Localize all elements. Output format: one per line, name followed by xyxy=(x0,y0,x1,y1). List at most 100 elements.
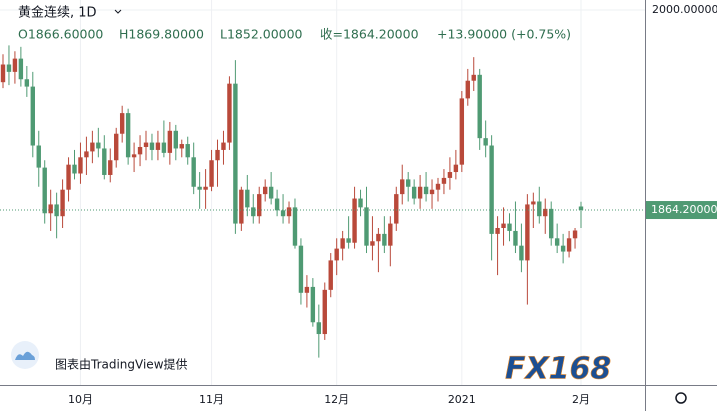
grid xyxy=(0,0,645,385)
dropdown-icon[interactable] xyxy=(114,9,122,14)
candle-body xyxy=(417,186,423,199)
candle-body xyxy=(209,160,214,187)
candle-body xyxy=(435,183,441,190)
candle-body xyxy=(304,286,310,293)
candle-body xyxy=(465,80,470,99)
candle-body xyxy=(566,238,572,252)
candle-body xyxy=(245,189,250,208)
candle-body xyxy=(495,227,500,234)
candle-body xyxy=(161,142,167,153)
candle-body xyxy=(453,164,459,173)
candle-body xyxy=(578,206,584,211)
candle-body xyxy=(471,74,476,81)
candle-body xyxy=(48,204,53,214)
candle-body xyxy=(572,230,578,239)
candle-body xyxy=(167,130,173,153)
candle-body xyxy=(346,238,351,243)
candle-body xyxy=(525,204,530,261)
candle-body xyxy=(6,64,12,72)
candle-body xyxy=(322,289,327,335)
candle-body xyxy=(42,167,47,214)
candle-body xyxy=(423,186,429,195)
candle-body xyxy=(388,223,393,246)
candle-body xyxy=(274,198,280,211)
candle-body xyxy=(0,64,6,83)
low-value: L1852.00000 xyxy=(220,27,303,42)
candle-body xyxy=(66,164,71,190)
candle-body xyxy=(119,113,125,134)
candle-body xyxy=(477,74,482,139)
candle-body xyxy=(114,133,119,161)
candle-body xyxy=(394,194,399,224)
candle-body xyxy=(280,210,286,217)
candle-body xyxy=(257,194,262,217)
candle-body xyxy=(18,58,24,80)
candle-body xyxy=(507,223,512,231)
candle-body xyxy=(268,186,274,199)
candle-body xyxy=(560,245,566,252)
candle-body xyxy=(84,151,89,158)
candle-body xyxy=(149,142,155,150)
candle-body xyxy=(191,157,196,187)
x-tick-label: 2月 xyxy=(572,393,590,406)
candle-body xyxy=(447,172,453,178)
candle-body xyxy=(221,142,226,150)
candle-body xyxy=(459,98,465,165)
candle-body xyxy=(316,322,322,335)
watermark[interactable]: 图表由TradingView提供 xyxy=(55,357,188,372)
candle-body xyxy=(382,233,387,246)
settings-icon[interactable] xyxy=(675,392,687,404)
x-tick-label: 10月 xyxy=(68,393,93,406)
candle-body xyxy=(262,186,268,195)
candle-body xyxy=(334,248,339,261)
x-tick-label: 11月 xyxy=(199,393,224,406)
candle-body xyxy=(400,179,405,195)
candle-body xyxy=(173,130,179,149)
candle-body xyxy=(155,142,161,150)
candle-body xyxy=(298,245,304,293)
candle-body xyxy=(72,164,77,174)
candle-body xyxy=(96,142,101,149)
candle-body xyxy=(197,186,202,190)
candle-body xyxy=(531,201,536,205)
candle-body xyxy=(215,149,220,161)
candle-body xyxy=(364,207,369,246)
candle-body xyxy=(352,198,357,243)
candle-body xyxy=(54,204,59,217)
candle-body xyxy=(251,207,256,217)
candle-body xyxy=(185,144,190,158)
candle-body xyxy=(24,79,30,87)
high-value: H1869.80000 xyxy=(119,27,204,42)
change-value: +13.90000 (+0.75%) xyxy=(437,27,571,42)
candle-body xyxy=(340,238,345,249)
fx168-logo: FX168 xyxy=(505,352,611,387)
candle-body xyxy=(549,208,554,239)
candle-body xyxy=(12,58,18,72)
candle-body xyxy=(203,186,208,190)
candle-body xyxy=(30,86,35,146)
open-value: O1866.60000 xyxy=(18,27,103,42)
candle-body xyxy=(292,207,298,246)
candle-body xyxy=(143,142,149,147)
last-price-box xyxy=(646,201,717,220)
last-price-label: 1864.20000 xyxy=(651,203,717,216)
symbol: 黄金连续, 1D xyxy=(18,5,97,21)
tv-logo xyxy=(15,351,35,360)
candle-body xyxy=(125,113,131,158)
candle-body xyxy=(501,223,506,228)
candle-body xyxy=(108,160,113,175)
candle-body xyxy=(233,83,238,224)
candle-body xyxy=(537,201,542,217)
candle-body xyxy=(227,83,232,143)
candle-body xyxy=(405,179,411,187)
candle-body xyxy=(179,144,184,149)
close-value: 收=1864.20000 xyxy=(320,27,419,42)
candle-body xyxy=(286,207,292,217)
candle-body xyxy=(519,245,524,261)
candle-body xyxy=(411,186,417,199)
candle-body xyxy=(239,189,244,224)
candle-body xyxy=(90,142,95,152)
candle-body xyxy=(554,238,560,246)
candle-body xyxy=(483,138,488,146)
